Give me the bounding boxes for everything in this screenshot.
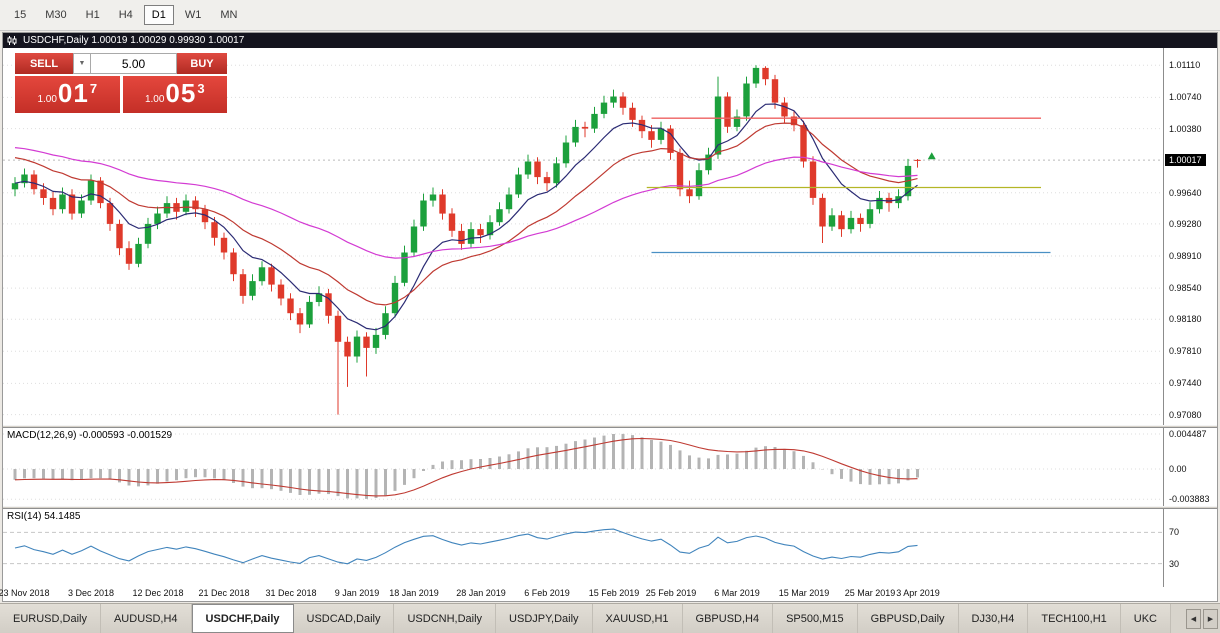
date-axis[interactable]: 23 Nov 2018 3 Dec 2018 12 Dec 2018 21 Dec 2… xyxy=(0,587,1217,601)
candles xyxy=(11,65,921,415)
date-axis-label: 6 Mar 2019 xyxy=(714,588,760,598)
timeframe-button-h1[interactable]: H1 xyxy=(85,9,100,21)
date-axis-label: 3 Apr 2019 xyxy=(896,588,940,598)
panel-splitter[interactable] xyxy=(3,506,1217,509)
price-axis[interactable]: 1.00017 1.01110 1.00740 1.00380 0.99640 0.99… xyxy=(1163,48,1217,587)
date-axis-label: 23 Nov 2018 xyxy=(0,588,50,598)
sell-price-tile[interactable]: 1.00 01 7 xyxy=(15,76,120,113)
date-axis-label: 25 Mar 2019 xyxy=(844,588,896,598)
moving-average-ma-mid xyxy=(14,122,918,306)
moving-average-ma-slow xyxy=(14,147,918,259)
chart-tab-eurusd-daily[interactable]: EURUSD,Daily xyxy=(0,604,101,633)
date-axis-label: 9 Jan 2019 xyxy=(334,588,380,598)
date-axis-label: 25 Feb 2019 xyxy=(645,588,697,598)
price-axis-label: 0.98910 xyxy=(1169,251,1202,261)
date-axis-label: 6 Feb 2019 xyxy=(524,588,570,598)
arrow-left-icon: ◀ xyxy=(1190,615,1197,623)
volume-input[interactable]: 5.00 xyxy=(91,53,177,74)
buy-price-tile[interactable]: 1.00 05 3 xyxy=(122,76,227,113)
date-axis-label: 15 Feb 2019 xyxy=(588,588,640,598)
date-axis-label: 28 Jan 2019 xyxy=(456,588,506,598)
moving-average-ma-fast xyxy=(14,103,918,331)
chart-title: USDCHF,Daily 1.00019 1.00029 0.99930 1.0… xyxy=(23,35,245,46)
chart-tab-gbpusd-daily[interactable]: GBPUSD,Daily xyxy=(857,604,959,633)
price-axis-label: 1.00740 xyxy=(1169,92,1202,102)
chart-tab-usdcnh-daily[interactable]: USDCNH,Daily xyxy=(394,604,497,633)
panel-splitter[interactable] xyxy=(3,425,1217,428)
buy-price-fraction: 3 xyxy=(197,81,205,96)
chart-tab-bar: EURUSD,Daily AUDUSD,H4 USDCHF,Daily USDCAD,… xyxy=(0,603,1220,633)
chart-tab-ukc[interactable]: UKC xyxy=(1120,604,1171,633)
chart-tab-usdjpy-daily[interactable]: USDJPY,Daily xyxy=(496,604,593,633)
one-click-trading-panel: SELL ▼ 5.00 BUY 1.00 01 7 1.00 05 3 xyxy=(15,53,227,113)
rsi-line xyxy=(14,528,918,565)
date-axis-label: 31 Dec 2018 xyxy=(265,588,317,598)
macd-chart[interactable] xyxy=(3,428,1163,506)
sell-price-pips: 01 xyxy=(57,78,89,108)
rsi-label: RSI(14) 54.1485 xyxy=(7,511,81,522)
date-axis-label: 12 Dec 2018 xyxy=(132,588,184,598)
chart-tab-dj30-h4[interactable]: DJ30,H4 xyxy=(958,604,1029,633)
price-axis-label: 1.01110 xyxy=(1169,60,1201,70)
chevron-down-icon: ▼ xyxy=(78,60,86,67)
chart-tab-list: EURUSD,Daily AUDUSD,H4 USDCHF,Daily USDCAD,… xyxy=(0,604,1184,633)
chart-tab-audusd-h4[interactable]: AUDUSD,H4 xyxy=(100,604,192,633)
arrow-right-icon: ▶ xyxy=(1207,615,1214,623)
price-axis-label: 1.00380 xyxy=(1169,124,1202,134)
sell-price-prefix: 1.00 xyxy=(37,94,57,105)
chart-tab-usdcad-daily[interactable]: USDCAD,Daily xyxy=(293,604,395,633)
date-axis-label: 3 Dec 2018 xyxy=(67,588,115,598)
price-axis-label: 0.97810 xyxy=(1169,346,1202,356)
chart-tab-usdchf-daily[interactable]: USDCHF,Daily xyxy=(191,604,294,633)
chart-tab-sp500-m15[interactable]: SP500,M15 xyxy=(773,604,858,633)
price-axis-label: -0.003883 xyxy=(1169,494,1210,504)
price-axis-label: 0.004487 xyxy=(1169,429,1207,439)
timeframe-button-d1[interactable]: D1 xyxy=(143,5,174,25)
timeframe-toolbar: 15 M30 H1 H4 D1 W1 MN xyxy=(0,0,1220,31)
buy-button[interactable]: BUY xyxy=(177,53,227,74)
price-axis-label: 0.00 xyxy=(1169,464,1187,474)
tabs-scroll-right-button[interactable]: ▶ xyxy=(1203,608,1218,629)
price-axis-label: 0.98540 xyxy=(1169,283,1202,293)
rsi-panel[interactable]: RSI(14) 54.1485 xyxy=(3,509,1163,587)
chart-title-bar[interactable]: USDCHF,Daily 1.00019 1.00029 0.99930 1.0… xyxy=(3,33,1217,48)
macd-label: MACD(12,26,9) -0.000593 -0.001529 xyxy=(7,430,173,441)
price-axis-label: 0.97080 xyxy=(1169,410,1202,420)
current-price-badge: 1.00017 xyxy=(1165,154,1206,166)
timeframe-button-mn[interactable]: MN xyxy=(220,9,238,21)
timeframe-button-h4[interactable]: H4 xyxy=(118,9,133,21)
date-axis-label: 18 Jan 2019 xyxy=(389,588,439,598)
timeframe-button-w1[interactable]: W1 xyxy=(184,9,202,21)
chart-icon xyxy=(7,36,18,45)
chart-tab-gbpusd-h4[interactable]: GBPUSD,H4 xyxy=(682,604,774,633)
date-axis-label: 15 Mar 2019 xyxy=(778,588,830,598)
price-axis-label: 0.99280 xyxy=(1169,219,1202,229)
timeframe-button-group: 15 M30 H1 H4 D1 W1 MN xyxy=(6,5,245,25)
tick-up-arrow-marker xyxy=(927,152,936,160)
price-axis-label: 0.99640 xyxy=(1169,188,1202,198)
buy-price-prefix: 1.00 xyxy=(144,94,165,105)
date-axis-label: 21 Dec 2018 xyxy=(198,588,250,598)
price-axis-label: 70 xyxy=(1169,527,1180,537)
timeframe-button-m30[interactable]: M30 xyxy=(45,9,67,21)
chart-tab-tech100-h1[interactable]: TECH100,H1 xyxy=(1028,604,1121,633)
buy-price-pips: 05 xyxy=(165,78,197,108)
tab-scroll-arrows: ◀ ▶ xyxy=(1184,604,1220,633)
sell-button[interactable]: SELL xyxy=(15,53,73,74)
macd-signal-line xyxy=(14,437,918,497)
macd-panel[interactable]: MACD(12,26,9) -0.000593 -0.001529 xyxy=(3,428,1163,506)
sell-price-fraction: 7 xyxy=(89,81,98,96)
rsi-chart[interactable] xyxy=(3,509,1163,587)
tabs-scroll-left-button[interactable]: ◀ xyxy=(1186,608,1201,629)
candlestick-chart[interactable] xyxy=(3,48,1163,425)
chart-window: USDCHF,Daily 1.00019 1.00029 0.99930 1.0… xyxy=(0,32,1218,602)
volume-dropdown-button[interactable]: ▼ xyxy=(73,53,91,74)
price-axis-label: 0.97440 xyxy=(1169,378,1202,388)
price-axis-label: 0.98180 xyxy=(1169,314,1202,324)
chart-tab-xauusd-h1[interactable]: XAUUSD,H1 xyxy=(592,604,683,633)
price-axis-label: 30 xyxy=(1169,559,1180,569)
main-chart-panel[interactable]: SELL ▼ 5.00 BUY 1.00 01 7 1.00 05 3 xyxy=(3,48,1163,425)
timeframe-button-15[interactable]: 15 xyxy=(14,9,27,21)
